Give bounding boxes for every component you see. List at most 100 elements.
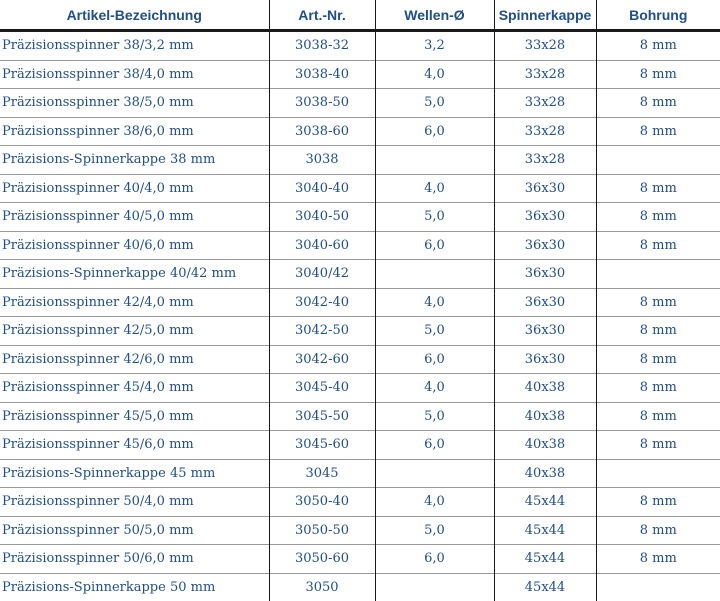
cell-art-nr: 3038-50 — [269, 89, 375, 118]
cell-spinnerkappe: 40x38 — [494, 431, 596, 460]
cell-art-nr: 3050-60 — [269, 545, 375, 574]
cell-wellen-durchmesser: 5,0 — [375, 317, 494, 346]
cell-bohrung: 8 mm — [596, 488, 720, 517]
cell-bohrung: 8 mm — [596, 31, 720, 61]
cell-artikel-bezeichnung: Präzisionsspinner 38/5,0 mm — [0, 89, 269, 118]
cell-art-nr: 3038-40 — [269, 60, 375, 89]
cell-artikel-bezeichnung: Präzisionsspinner 50/6,0 mm — [0, 545, 269, 574]
cell-bohrung — [596, 146, 720, 175]
cell-spinnerkappe: 45x44 — [494, 488, 596, 517]
cell-spinnerkappe: 33x28 — [494, 60, 596, 89]
cell-spinnerkappe: 36x30 — [494, 345, 596, 374]
cell-wellen-durchmesser — [375, 573, 494, 601]
cell-wellen-durchmesser: 4,0 — [375, 288, 494, 317]
cell-artikel-bezeichnung: Präzisionsspinner 50/5,0 mm — [0, 516, 269, 545]
cell-wellen-durchmesser: 3,2 — [375, 31, 494, 61]
cell-bohrung: 8 mm — [596, 402, 720, 431]
cell-wellen-durchmesser: 6,0 — [375, 117, 494, 146]
cell-art-nr: 3040-40 — [269, 174, 375, 203]
cell-spinnerkappe: 33x28 — [494, 146, 596, 175]
cell-artikel-bezeichnung: Präzisionsspinner 50/4,0 mm — [0, 488, 269, 517]
cell-spinnerkappe: 36x30 — [494, 174, 596, 203]
cell-wellen-durchmesser: 4,0 — [375, 174, 494, 203]
cell-bohrung: 8 mm — [596, 231, 720, 260]
cell-bohrung: 8 mm — [596, 174, 720, 203]
cell-spinnerkappe: 33x28 — [494, 117, 596, 146]
cell-spinnerkappe: 45x44 — [494, 516, 596, 545]
cell-bohrung: 8 mm — [596, 60, 720, 89]
cell-bohrung: 8 mm — [596, 431, 720, 460]
cell-spinnerkappe: 36x30 — [494, 288, 596, 317]
cell-artikel-bezeichnung: Präzisionsspinner 40/4,0 mm — [0, 174, 269, 203]
cell-art-nr: 3045-50 — [269, 402, 375, 431]
header-spinnerkappe: Spinnerkappe — [494, 0, 596, 31]
cell-bohrung: 8 mm — [596, 374, 720, 403]
cell-artikel-bezeichnung: Präzisions-Spinnerkappe 50 mm — [0, 573, 269, 601]
cell-artikel-bezeichnung: Präzisionsspinner 40/5,0 mm — [0, 203, 269, 232]
cell-spinnerkappe: 33x28 — [494, 89, 596, 118]
cell-spinnerkappe: 40x38 — [494, 374, 596, 403]
cell-artikel-bezeichnung: Präzisionsspinner 42/5,0 mm — [0, 317, 269, 346]
cell-bohrung: 8 mm — [596, 317, 720, 346]
cell-spinnerkappe: 36x30 — [494, 203, 596, 232]
cell-spinnerkappe: 36x30 — [494, 231, 596, 260]
cell-artikel-bezeichnung: Präzisionsspinner 38/3,2 mm — [0, 31, 269, 61]
cell-art-nr: 3050-40 — [269, 488, 375, 517]
cell-wellen-durchmesser: 4,0 — [375, 488, 494, 517]
cell-wellen-durchmesser: 5,0 — [375, 203, 494, 232]
cell-bohrung — [596, 260, 720, 289]
cell-art-nr: 3040-50 — [269, 203, 375, 232]
cell-spinnerkappe: 45x44 — [494, 573, 596, 601]
cell-bohrung — [596, 459, 720, 488]
cell-wellen-durchmesser: 4,0 — [375, 374, 494, 403]
cell-bohrung: 8 mm — [596, 345, 720, 374]
cell-spinnerkappe: 40x38 — [494, 459, 596, 488]
cell-wellen-durchmesser: 6,0 — [375, 345, 494, 374]
cell-bohrung: 8 mm — [596, 516, 720, 545]
cell-artikel-bezeichnung: Präzisionsspinner 42/4,0 mm — [0, 288, 269, 317]
cell-artikel-bezeichnung: Präzisionsspinner 38/6,0 mm — [0, 117, 269, 146]
cell-wellen-durchmesser: 5,0 — [375, 89, 494, 118]
cell-bohrung: 8 mm — [596, 288, 720, 317]
cell-bohrung: 8 mm — [596, 203, 720, 232]
cell-wellen-durchmesser: 6,0 — [375, 545, 494, 574]
cell-art-nr: 3038-60 — [269, 117, 375, 146]
cell-artikel-bezeichnung: Präzisions-Spinnerkappe 40/42 mm — [0, 260, 269, 289]
cell-wellen-durchmesser: 6,0 — [375, 431, 494, 460]
cell-art-nr: 3040-60 — [269, 231, 375, 260]
cell-art-nr: 3040/42 — [269, 260, 375, 289]
cell-art-nr: 3050 — [269, 573, 375, 601]
header-wellen-durchmesser: Wellen-Ø — [375, 0, 494, 31]
cell-art-nr: 3045-40 — [269, 374, 375, 403]
cell-wellen-durchmesser — [375, 260, 494, 289]
cell-wellen-durchmesser — [375, 146, 494, 175]
cell-art-nr: 3045-60 — [269, 431, 375, 460]
cell-spinnerkappe: 36x30 — [494, 260, 596, 289]
cell-artikel-bezeichnung: Präzisionsspinner 38/4,0 mm — [0, 60, 269, 89]
cell-artikel-bezeichnung: Präzisionsspinner 45/4,0 mm — [0, 374, 269, 403]
cell-wellen-durchmesser: 6,0 — [375, 231, 494, 260]
cell-spinnerkappe: 36x30 — [494, 317, 596, 346]
cell-bohrung — [596, 573, 720, 601]
cell-artikel-bezeichnung: Präzisionsspinner 45/6,0 mm — [0, 431, 269, 460]
cell-wellen-durchmesser — [375, 459, 494, 488]
header-artikel-bezeichnung: Artikel-Bezeichnung — [0, 0, 269, 31]
cell-spinnerkappe: 40x38 — [494, 402, 596, 431]
cell-art-nr: 3038 — [269, 146, 375, 175]
header-bohrung: Bohrung — [596, 0, 720, 31]
